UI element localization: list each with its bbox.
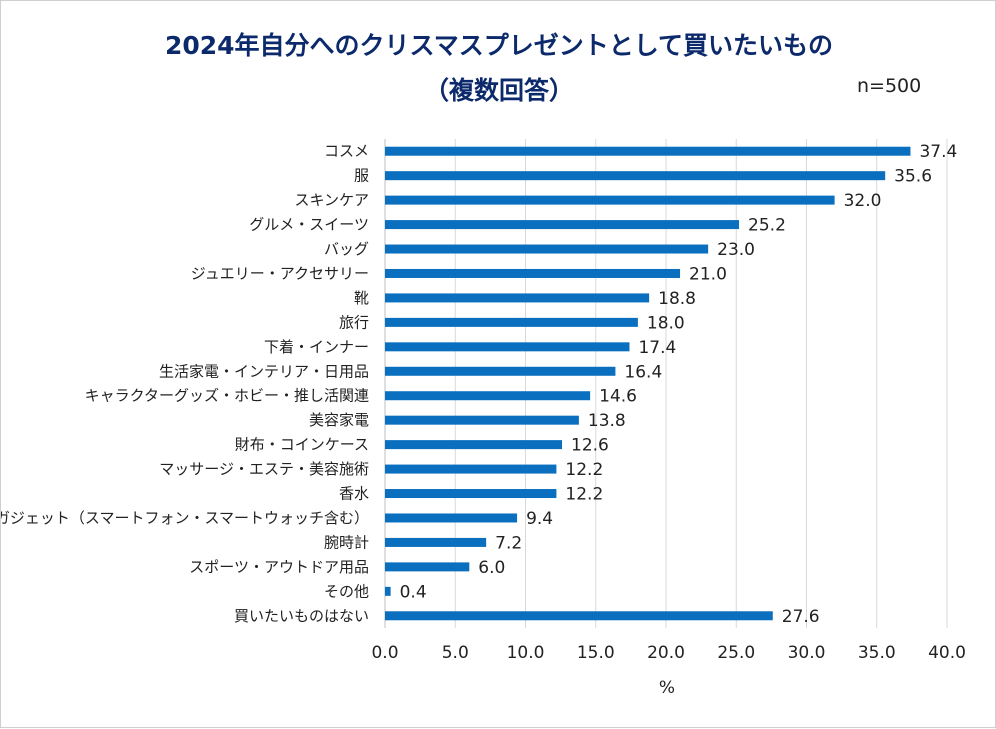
bar xyxy=(385,489,557,499)
bar xyxy=(385,268,681,278)
value-label: 23.0 xyxy=(717,240,755,260)
value-label: 9.4 xyxy=(526,509,553,529)
category-label: 財布・コインケース xyxy=(235,436,369,454)
category-label: 服 xyxy=(354,167,369,185)
value-label: 18.8 xyxy=(658,289,696,309)
category-label: 香水 xyxy=(339,485,369,503)
category-label: スポーツ・アウトドア用品 xyxy=(189,558,369,576)
chart-subtitle: （複数回答） xyxy=(423,76,574,105)
bar xyxy=(385,562,470,572)
value-label: 16.4 xyxy=(624,362,662,382)
category-label: 下着・インナー xyxy=(264,338,369,356)
category-label: 靴 xyxy=(354,289,369,307)
x-tick-label: 25.0 xyxy=(717,643,755,663)
x-tick-label: 15.0 xyxy=(577,643,615,663)
value-label: 12.2 xyxy=(565,460,603,480)
value-label: 7.2 xyxy=(495,533,522,553)
value-label: 6.0 xyxy=(478,558,505,578)
category-label: 買いたいものはない xyxy=(234,607,369,625)
category-label: バッグ xyxy=(324,240,369,258)
bar xyxy=(385,317,638,327)
bar xyxy=(385,513,518,523)
category-label: 生活家電・インテリア・日用品 xyxy=(159,362,369,380)
x-tick-label: 10.0 xyxy=(507,643,545,663)
category-label: マッサージ・エステ・美容施術 xyxy=(159,460,369,478)
category-label: キャラクターグッズ・ホビー・推し活関連 xyxy=(85,387,369,405)
value-label: 25.2 xyxy=(748,216,786,236)
value-label: 17.4 xyxy=(638,338,676,358)
category-label: 腕時計 xyxy=(324,533,369,551)
bar xyxy=(385,440,563,450)
category-label: ガジェット（スマートフォン・スマートウォッチ含む） xyxy=(1,509,369,527)
bar xyxy=(385,415,579,425)
value-label: 13.8 xyxy=(588,411,626,431)
bar xyxy=(385,586,391,596)
bars xyxy=(385,146,911,621)
x-tick-label: 20.0 xyxy=(647,643,685,663)
value-label: 0.4 xyxy=(400,582,427,602)
category-label: 美容家電 xyxy=(309,411,369,429)
value-label: 37.4 xyxy=(919,142,957,162)
value-label: 27.6 xyxy=(782,607,820,627)
bar xyxy=(385,146,911,156)
x-axis-label: % xyxy=(659,678,675,698)
x-tick-label: 5.0 xyxy=(442,643,469,663)
value-label: 12.6 xyxy=(571,436,609,456)
category-label: 旅行 xyxy=(339,313,369,331)
value-label: 32.0 xyxy=(844,191,882,211)
x-tick-label: 30.0 xyxy=(788,643,826,663)
category-labels: コスメ服スキンケアグルメ・スイーツバッグジュエリー・アクセサリー靴旅行下着・イン… xyxy=(1,142,369,625)
category-label: グルメ・スイーツ xyxy=(249,216,369,234)
x-tick-label: 40.0 xyxy=(928,643,966,663)
bar xyxy=(385,293,650,303)
bar xyxy=(385,464,557,474)
category-label: ジュエリー・アクセサリー xyxy=(191,264,369,282)
bar xyxy=(385,537,487,547)
chart-title: 2024年自分へのクリスマスプレゼントとして買いたいもの xyxy=(164,31,834,60)
category-label: スキンケア xyxy=(294,191,369,209)
value-label: 21.0 xyxy=(689,264,727,284)
bar xyxy=(385,391,591,401)
bar xyxy=(385,611,773,621)
value-label: 18.0 xyxy=(647,313,685,333)
x-tick-labels: 0.0 5.0 10.0 15.0 20.0 25.0 30.0 35.0 40.0 xyxy=(371,643,965,663)
bar xyxy=(385,342,630,352)
value-label: 35.6 xyxy=(894,167,932,187)
bar xyxy=(385,244,709,254)
bar xyxy=(385,220,740,230)
sample-size-label: n=500 xyxy=(857,75,922,97)
grid-lines xyxy=(384,139,948,628)
value-label: 12.2 xyxy=(565,485,603,505)
category-label: その他 xyxy=(324,582,369,600)
bar xyxy=(385,195,835,205)
value-label: 14.6 xyxy=(599,387,637,407)
bar xyxy=(385,171,886,181)
category-label: コスメ xyxy=(324,142,369,160)
value-labels: 37.4 35.6 32.0 25.2 23.0 21.0 18.8 18.0 17.4 16.4… xyxy=(400,142,958,627)
x-tick-label: 35.0 xyxy=(858,643,896,663)
bar xyxy=(385,366,616,376)
x-tick-label: 0.0 xyxy=(371,643,398,663)
